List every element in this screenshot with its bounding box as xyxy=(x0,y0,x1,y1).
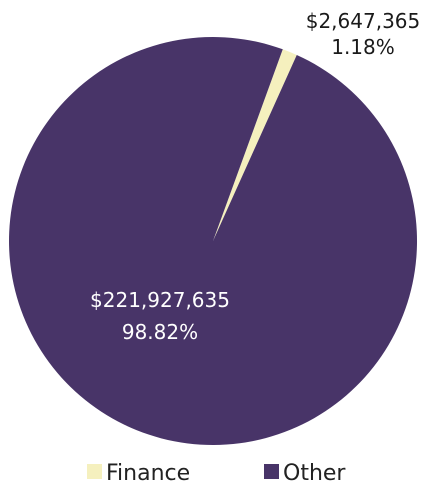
legend-label-other: Other xyxy=(283,461,346,486)
slice-value-label-finance: $2,647,365 xyxy=(306,9,421,33)
legend: Finance Other xyxy=(87,461,346,486)
pie-slice-other xyxy=(9,37,418,446)
pie-slice-finance xyxy=(213,49,297,241)
legend-label-finance: Finance xyxy=(106,461,190,486)
legend-item-other: Other xyxy=(264,461,346,486)
legend-item-finance: Finance xyxy=(87,461,190,486)
slice-percent-label-other: 98.82% xyxy=(122,320,198,344)
legend-swatch-other xyxy=(264,464,279,479)
legend-swatch-finance xyxy=(87,464,102,479)
slice-value-label-other: $221,927,635 xyxy=(90,288,230,312)
slice-percent-label-finance: 1.18% xyxy=(331,35,395,59)
pie-slices xyxy=(9,37,418,446)
